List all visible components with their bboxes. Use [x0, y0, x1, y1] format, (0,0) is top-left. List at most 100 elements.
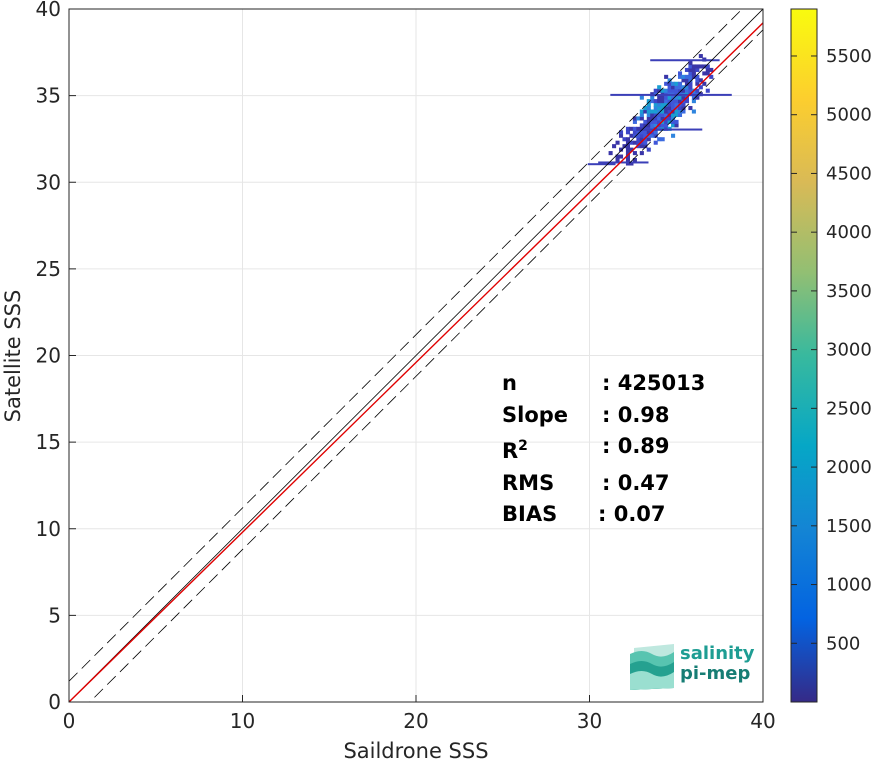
- density-cell: [657, 112, 662, 118]
- stat-label: BIAS: [502, 502, 558, 526]
- density-cell: [625, 157, 631, 163]
- colorbar-tick-label: 4500: [826, 163, 872, 184]
- density-cell: [705, 71, 710, 76]
- density-cell: [636, 116, 641, 121]
- stat-value: : 0.07: [598, 502, 666, 526]
- density-cell: [639, 112, 644, 118]
- density-cell: [671, 102, 676, 107]
- density-cell: [677, 81, 683, 86]
- density-cell: [695, 81, 700, 86]
- density-cell: [660, 116, 665, 121]
- density-cell: [667, 116, 672, 121]
- bound-line: [69, 9, 743, 682]
- y-tick-label: 20: [36, 344, 61, 368]
- density-streak: [598, 161, 649, 164]
- density-cell: [639, 151, 644, 156]
- density-cell: [625, 147, 631, 152]
- density-cell: [632, 130, 637, 135]
- density-streak: [587, 163, 616, 166]
- density-cell: [646, 109, 651, 114]
- density-cell: [702, 71, 707, 76]
- density-cell: [691, 64, 696, 69]
- density-cell: [650, 112, 655, 118]
- density-cell: [643, 133, 648, 138]
- colorbar-tick-label: 500: [826, 633, 860, 654]
- density-cell: [667, 78, 672, 83]
- density-cell: [646, 99, 651, 104]
- density-cell: [677, 95, 683, 100]
- density-cell: [653, 140, 658, 145]
- density-cell: [709, 67, 714, 72]
- colorbar-tick-label: 5000: [826, 105, 872, 126]
- stat-rms: RMS : 0.47: [502, 468, 705, 500]
- density-cell: [618, 147, 624, 152]
- density-cell: [657, 85, 662, 90]
- density-cell: [629, 147, 634, 152]
- density-cell: [632, 157, 637, 163]
- density-cell: [660, 106, 665, 111]
- density-cell: [705, 64, 710, 69]
- density-cell: [650, 123, 655, 128]
- stat-slope: Slope : 0.98: [502, 400, 705, 432]
- density-cell: [684, 81, 689, 86]
- density-cell: [650, 109, 655, 114]
- x-tick-label: 40: [750, 709, 775, 733]
- density-cell: [695, 78, 700, 83]
- density-cell: [636, 130, 641, 135]
- density-cell: [688, 81, 693, 86]
- density-cell: [657, 99, 662, 104]
- density-cell: [657, 102, 662, 107]
- density-cell: [615, 154, 620, 159]
- density-cell: [660, 112, 665, 118]
- density-cell: [629, 140, 634, 145]
- density-streak: [610, 93, 732, 96]
- density-cell: [705, 67, 710, 72]
- density-cell: [671, 95, 676, 100]
- colorbar-tick-label: 4000: [826, 222, 872, 243]
- y-tick-label: 35: [36, 84, 61, 108]
- density-cell: [646, 130, 651, 135]
- density-cell: [646, 106, 651, 111]
- density-cell: [653, 102, 658, 107]
- axis-ticks: 0 10 20 30 40 0 5 10 15 20 25 30 35 40: [36, 0, 776, 733]
- density-cell: [660, 99, 665, 104]
- density-cell: [698, 64, 703, 69]
- density-cell: [653, 130, 658, 135]
- density-cell: [660, 95, 665, 100]
- bound-line: [89, 29, 763, 702]
- density-cell: [646, 147, 651, 152]
- density-cell: [639, 95, 644, 100]
- density-cell: [684, 67, 689, 72]
- density-cell: [643, 130, 648, 135]
- density-cell: [664, 106, 669, 111]
- density-cell: [674, 123, 679, 128]
- density-cell: [657, 119, 662, 124]
- density-cell: [622, 144, 627, 149]
- density-cell: [612, 144, 617, 149]
- density-cell: [688, 67, 693, 72]
- density-cell: [618, 133, 624, 138]
- density-cell: [618, 130, 624, 135]
- stat-r2: R2 : 0.89: [502, 431, 705, 468]
- density-cell: [615, 157, 620, 163]
- density-cell: [636, 144, 641, 149]
- density-cell: [643, 119, 648, 124]
- colorbar-tick-label: 3500: [826, 281, 872, 302]
- y-tick-label: 15: [36, 430, 61, 454]
- density-cell: [629, 126, 634, 131]
- colorbar-tick-label: 2500: [826, 398, 872, 419]
- density-cell: [657, 88, 662, 93]
- density-cell: [691, 99, 696, 104]
- density-cell: [709, 74, 714, 79]
- density-cell: [639, 116, 644, 121]
- density-cell: [691, 74, 696, 79]
- colorbar-tick-label: 1000: [826, 575, 872, 596]
- density-cell: [671, 106, 676, 111]
- density-cell: [625, 144, 631, 149]
- colorbar-tick-label: 5500: [826, 46, 872, 67]
- density-cell: [639, 137, 644, 142]
- density-cell: [688, 88, 693, 93]
- stat-value: : 0.47: [602, 470, 670, 495]
- density-cell: [636, 137, 641, 142]
- density-cell: [684, 74, 689, 79]
